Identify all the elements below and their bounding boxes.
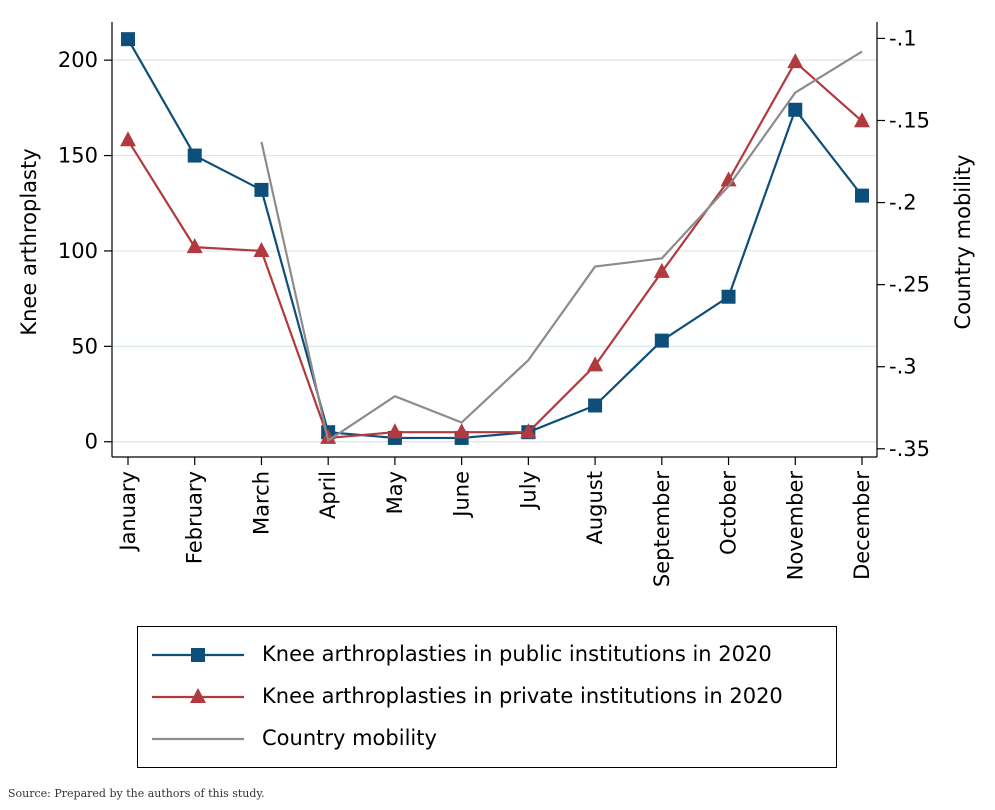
chart: 0 50 100 150 200 -.35 -.3 -.25 -.2 -.15 -.1 Janua… [17,22,975,587]
x-tick-label: July [516,471,540,511]
x-tick-label: May [383,471,407,514]
x-tick-label: November [783,471,807,581]
gridlines [112,59,877,443]
axes [111,22,878,458]
data-point-square [187,148,202,163]
legend-item-mobility: Country mobility [138,721,836,757]
series-line [127,60,863,440]
data-point-triangle [720,171,737,187]
y-tick-label-right: -.35 [889,437,930,461]
legend-label-private: Knee arthroplasties in private instituti… [262,684,783,708]
data-point-triangle [453,423,470,439]
x-tick-label: March [249,471,273,535]
y-tick-label-left: 100 [58,239,98,263]
left-y-ticks: 0 50 100 150 200 [58,48,112,454]
legend-label-mobility: Country mobility [262,726,437,750]
legend: Knee arthroplasties in public institutio… [137,626,837,768]
y-tick-label-right: -.3 [889,355,917,379]
data-point-square [121,32,135,47]
series-line [260,50,863,443]
y-tick-label-right: -.1 [889,26,917,50]
data-point-triangle [787,53,804,69]
series-line [127,38,863,440]
data-point-square [855,188,869,203]
data-point-square [654,333,669,348]
x-tick-label: February [183,471,207,564]
data-point-triangle [520,423,537,439]
data-point-square [721,289,736,304]
y-tick-label-left: 150 [58,144,98,168]
right-y-ticks: -.35 -.3 -.25 -.2 -.15 -.1 [877,26,930,461]
data-point-triangle [120,131,136,147]
x-tick-label: June [450,471,474,519]
x-ticks: January February March April May June July Augu… [116,457,874,587]
data-point-triangle [854,112,870,128]
data-point-triangle [186,238,203,254]
y-tick-label-left: 200 [58,48,98,72]
y-tick-label-right: -.25 [889,273,930,297]
y-tick-label-left: 0 [85,430,98,454]
source-note: Source: Prepared by the authors of this … [8,787,265,800]
legend-item-private: Knee arthroplasties in private instituti… [138,679,836,715]
y-axis-right-title: Country mobility [951,155,975,330]
data-point-square [788,102,803,117]
data-point-square [588,398,603,413]
y-tick-label-right: -.15 [889,108,930,132]
x-tick-label: December [850,471,874,580]
y-tick-label-left: 50 [71,334,98,358]
x-tick-label: April [316,471,340,519]
data-point-triangle [386,423,403,439]
data-point-triangle [253,241,270,257]
x-tick-label: October [717,471,741,555]
legend-key-square [152,648,244,662]
data-point-square [254,182,269,197]
legend-label-public: Knee arthroplasties in public institutio… [262,642,772,666]
data-point-triangle [653,262,670,278]
x-tick-label: September [650,471,674,587]
x-tick-label: August [583,471,607,545]
x-tick-label: January [116,471,140,553]
y-tick-label-right: -.2 [889,191,917,215]
legend-key-triangle [152,688,244,703]
legend-key-line [152,737,244,741]
data-point-triangle [587,356,604,372]
series [120,32,870,445]
y-axis-left-title: Knee arthroplasty [17,148,41,335]
legend-item-public: Knee arthroplasties in public institutio… [138,637,836,673]
